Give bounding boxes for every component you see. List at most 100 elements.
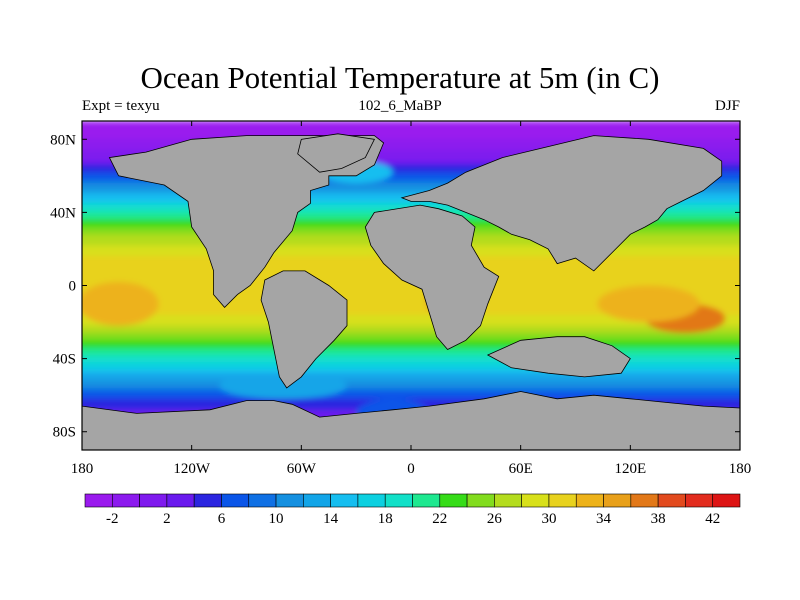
colorbar-label: -2 [106,511,119,527]
ocean-anomaly [597,285,700,323]
y-tick-label: 0 [69,279,77,295]
colorbar-swatch [439,493,468,508]
temperature-band [82,358,740,363]
colorbar-swatch [221,493,250,508]
temperature-band [82,362,740,367]
temperature-band [82,395,740,400]
temperature-band [82,124,740,129]
temperature-band [82,168,740,173]
colorbar-swatch [248,493,277,508]
colorbar-swatch [494,493,522,508]
colorbar-swatch [166,493,195,508]
land-mass [486,336,631,378]
temperature-band [82,164,740,170]
temperature-band [82,343,740,349]
temperature-band [82,314,740,319]
temperature-band [82,179,740,184]
x-tick-label: 120E [614,461,646,477]
temperature-band [82,146,740,151]
colorbar-swatch [193,493,222,508]
temperature-band [82,322,740,327]
colorbar-label: 42 [705,511,720,527]
land-mass [260,270,348,389]
colorbar-swatch [357,493,386,508]
x-tick-label: 60W [287,461,317,477]
colorbar-swatch [412,493,441,508]
land-mass [364,204,500,350]
temperature-band [82,333,740,338]
temperature-band [82,186,740,192]
temperature-band [82,183,740,188]
land-mass [297,133,376,173]
temperature-band [82,376,740,382]
temperature-band [82,150,740,155]
land-mass [82,391,740,450]
temperature-band [82,354,740,360]
temperature-band [82,347,740,352]
x-tick-label: 180 [729,461,752,477]
colorbar-label: 34 [596,511,612,527]
colorbar-swatch [384,493,413,508]
colorbar-swatch [330,493,359,508]
y-tick-label: 40S [53,352,76,368]
temperature-band [82,175,740,181]
season-label: DJF [714,98,740,114]
colorbar-swatch [275,493,304,508]
experiment-label: Expt = texyu [82,98,160,114]
colorbar-label: 30 [541,511,556,527]
temperature-band [82,318,740,323]
temperature-band [82,153,740,159]
colorbar-swatch [84,493,113,508]
temperature-band [82,387,740,393]
colorbar-label: 18 [378,511,393,527]
colorbar-swatch [303,493,331,508]
temperature-band [82,201,740,206]
temperature-band [82,369,740,374]
temperature-band [82,300,740,305]
colorbar-swatch [548,493,577,508]
temperature-band [82,391,740,396]
land-mass [400,135,723,272]
y-tick-label: 40N [50,205,76,221]
temperature-band [82,157,740,162]
x-tick-label: 180 [71,461,94,477]
x-tick-label: 0 [407,461,415,477]
colorbar-swatch [685,493,714,508]
colorbar-label: 2 [163,511,171,527]
ocean-anomaly [82,281,159,326]
colorbar-swatch [111,493,140,508]
temperature-band [82,142,740,148]
ocean-anomaly [219,373,348,399]
temperature-band [82,365,740,371]
temperature-band [82,311,740,316]
x-tick-label: 60E [509,461,533,477]
temperature-band [82,172,740,177]
temperature-band [82,303,740,309]
temperature-band [82,351,740,356]
temperature-band [82,289,740,294]
temperature-band [82,131,740,137]
colorbar-swatch [575,493,604,508]
temperature-band [82,329,740,334]
colorbar-swatch [466,493,495,508]
temperature-band [82,128,740,133]
temperature-band [82,296,740,301]
colorbar-label: 6 [218,511,226,527]
temperature-band [82,384,740,389]
temperature-band [82,373,740,378]
temperature-band [82,325,740,330]
colorbar-swatch [139,493,168,508]
colorbar-swatch [630,493,659,508]
colorbar-swatch [657,493,686,508]
temperature-band [82,336,740,341]
temperature-band [82,340,740,345]
temperature-band [82,139,740,144]
colorbar-label: 10 [269,511,284,527]
colorbar-swatch [603,493,632,508]
temperature-band [82,292,740,298]
temperature-band [82,307,740,312]
chart-title: Ocean Potential Temperature at 5m (in C) [140,60,660,95]
temperature-band [82,380,740,385]
